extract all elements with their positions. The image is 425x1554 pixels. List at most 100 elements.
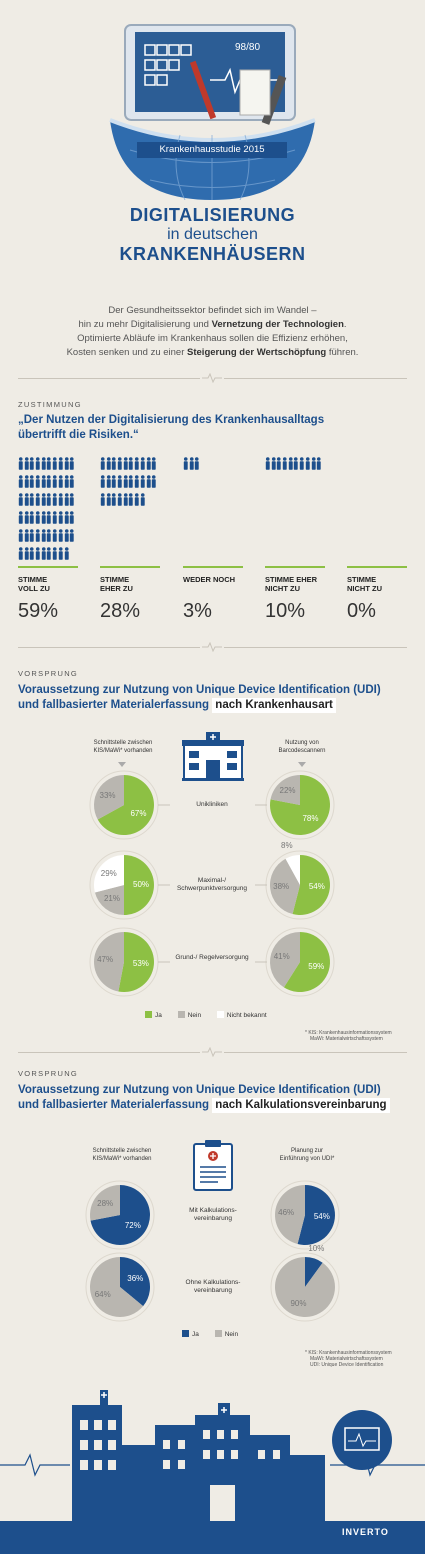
s3-footnote-3: UDI: Unique Device Identification — [310, 1362, 384, 1368]
title-line-1: DIGITALISIERUNG — [129, 205, 296, 225]
s2-left-pie-2-slice-1 — [94, 932, 124, 992]
inverto-logo: INVERTO — [342, 1527, 389, 1537]
zustimmung-quote: „Der Nutzen der Digitalisierung des Kran… — [18, 413, 408, 443]
intro-line-3: Optimierte Abläufe im Krankenhaus sollen… — [77, 333, 348, 344]
section3-title-line-1: Voraussetzung zur Nutzung von Unique Dev… — [18, 1084, 381, 1096]
intro-line-2c: . — [343, 319, 347, 330]
section2-title: Voraussetzung zur Nutzung von Unique Dev… — [18, 683, 408, 713]
legend-nein-text: Nein — [187, 1012, 202, 1019]
column-label-line2: NICHT ZU — [347, 584, 382, 593]
s2-right-pie-1-label-2: 8% — [281, 841, 293, 851]
section2-title-line-2: und fallbasierter Materialerfassung nach… — [18, 698, 408, 713]
column-label-line1: WEDER NOCH — [183, 575, 236, 584]
s3-left-pie-0-label-0: 72% — [124, 1221, 141, 1231]
section3-label: VORSPRUNG — [18, 1069, 79, 1078]
column-rule-1 — [100, 566, 160, 568]
column-label-line2: VOLL ZU — [18, 584, 50, 593]
s2-right-pie-2-slice-1 — [270, 932, 300, 988]
s2-left-pie-0-label-1: 33% — [99, 790, 116, 800]
pulse-icon — [202, 642, 222, 652]
s3-left-pie-0-label-1: 28% — [97, 1198, 114, 1208]
s2-right-pie-1-label-1: 38% — [273, 882, 290, 892]
intro-line-2b: Vernetzung der Technologien — [211, 319, 344, 330]
s2-row-label-2: Grund-/ Regelversorgung — [175, 954, 249, 961]
s3-row-label-1: Ohne Kalkulations- vereinbarung — [185, 1279, 241, 1294]
quote-line-2: übertrifft die Risiken.“ — [18, 429, 139, 441]
s3-right-pie-0-slice-1 — [275, 1185, 305, 1245]
section2-label: VORSPRUNG — [18, 669, 79, 678]
s2-left-pie-1-slice-2 — [94, 855, 124, 893]
column-label-line2: EHER ZU — [100, 584, 133, 593]
legend3-nein-text: Nein — [224, 1331, 239, 1338]
s2-right-pie-2-label-0: 59% — [308, 962, 325, 972]
legend-nb: Nicht bekannt — [216, 1011, 267, 1019]
s2-footnote: * KIS: Krankenhausinformationssystem MaW… — [305, 1030, 392, 1042]
column-label-4: STIMME NICHT ZU — [347, 575, 382, 593]
column-percent-2: 3% — [183, 600, 212, 622]
zustimmung-label: ZUSTIMMUNG — [18, 400, 82, 409]
s3-left-pie-1-ring — [85, 1252, 155, 1322]
s3-legend: Ja Nein — [182, 1330, 238, 1338]
section3-title-line-2-text: und fallbasierter Materialerfassung — [18, 1099, 210, 1111]
s3-footnote-1: * KIS: Krankenhausinformationssystem — [305, 1350, 392, 1356]
divider-3 — [18, 1047, 407, 1057]
s2-left-pie-2-label-0: 53% — [132, 958, 149, 968]
s3-footnote: * KIS: Krankenhausinformationssystem MaW… — [305, 1350, 392, 1368]
section3-title: Voraussetzung zur Nutzung von Unique Dev… — [18, 1083, 408, 1113]
intro-text: Der Gesundheitssektor befindet sich im W… — [0, 304, 425, 360]
s3-left-pie-1-label-0: 36% — [127, 1274, 144, 1284]
hospital-globe-icon: 98/80 — [109, 24, 316, 201]
s2-left-header: Schnittstelle zwischen KIS/MaWi* vorhand… — [93, 740, 153, 754]
s2-left-pie-2-slice-0 — [118, 932, 155, 992]
s2-left-pie-0-label-0: 67% — [130, 809, 147, 819]
s2-left-pie-1-label-2: 29% — [100, 868, 117, 878]
s2-right-pie-1-slice-2 — [285, 855, 300, 885]
column-label-line1: STIMME — [18, 575, 48, 584]
s2-right-arrow-icon — [298, 762, 306, 767]
column-rule-0 — [18, 566, 78, 568]
quote-line-1: „Der Nutzen der Digitalisierung des Kran… — [18, 414, 325, 426]
section3-pies — [85, 1180, 340, 1322]
s3-right-pie-0-label-1: 46% — [278, 1207, 295, 1217]
legend3-ja-text: Ja — [192, 1331, 199, 1338]
column-rule-4 — [347, 566, 407, 568]
intro-line-1: Der Gesundheitssektor befindet sich im W… — [108, 305, 317, 316]
legend-nb-text: Nicht bekannt — [226, 1012, 267, 1019]
s3-right-pie-0-label-0: 54% — [313, 1212, 330, 1222]
s2-left-pie-0-slice-0 — [97, 775, 154, 835]
hospital-building-icon — [182, 732, 244, 781]
s3-left-pie-1-slice-0 — [120, 1257, 151, 1307]
s2-left-pie-1-slice-1 — [94, 885, 124, 915]
section2-title-line-1: Voraussetzung zur Nutzung von Unique Dev… — [18, 684, 381, 696]
people-icons-0 — [18, 457, 75, 565]
s2-right-pie-0-slice-1 — [270, 775, 300, 805]
s2-left-pie-1-slice-0 — [124, 855, 154, 915]
column-label-line1: STIMME EHER — [265, 575, 318, 584]
intro-line-4b: Steigerung der Wertschöpfung — [187, 347, 327, 358]
s2-right-pie-0-label-0: 78% — [302, 813, 319, 823]
section3-title-line-2: und fallbasierter Materialerfassung nach… — [18, 1098, 408, 1113]
intro-line-4c: führen. — [326, 347, 359, 358]
s3-left-pie-1-label-1: 64% — [94, 1289, 111, 1299]
s2-right-pie-1-slice-0 — [292, 855, 330, 915]
s2-right-pie-0-label-1: 22% — [279, 786, 296, 796]
title-line-3: KRANKENHÄUSERN — [119, 244, 306, 264]
hero-illustration: 98/80 Krankenhausstudie 2015 — [90, 0, 335, 201]
monitor-readout: 98/80 — [235, 42, 260, 53]
s3-right-pie-1-label-0: 10% — [308, 1243, 325, 1253]
s3-left-header: Schnittstelle zwischen KIS/MaWi* vorhand… — [92, 1148, 152, 1162]
s3-right-pie-1-slice-1 — [275, 1257, 336, 1317]
s3-right-header: Planung zur Einführung von UDI* — [279, 1148, 335, 1162]
study-banner-text: Krankenhausstudie 2015 — [159, 144, 265, 155]
s3-right-pie-0-slice-0 — [297, 1185, 335, 1245]
intro-line-2a: hin zu mehr Digitalisierung und — [78, 319, 212, 330]
s2-right-pie-1-slice-1 — [270, 858, 300, 915]
section2-pies — [89, 770, 335, 997]
s3-row-label-0: Mit Kalkulations- vereinbarung — [189, 1207, 237, 1222]
title-line-2: in deutschen — [167, 226, 258, 243]
column-label-3: STIMME EHER NICHT ZU — [265, 575, 317, 593]
s3-left-pie-0-ring — [85, 1180, 155, 1250]
pulse-icon — [202, 373, 222, 383]
s3-right-pie-1-label-1: 90% — [290, 1299, 307, 1309]
s2-right-pie-2-label-1: 41% — [273, 951, 290, 961]
